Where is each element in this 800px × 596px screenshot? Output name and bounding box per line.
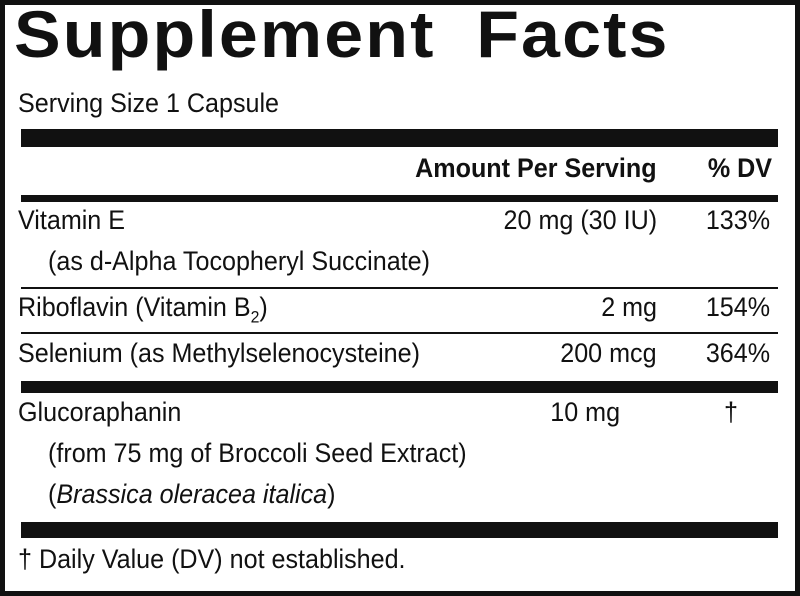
nutrient-dv: 364%	[705, 338, 770, 368]
nutrient-name: Riboflavin (Vitamin B2)	[18, 292, 268, 327]
divider-thin	[21, 332, 778, 334]
nutrient-amount: 2 mg	[601, 292, 657, 322]
nutrient-amount: 200 mcg	[560, 338, 657, 368]
nutrient-name: Selenium (as Methylselenocysteine)	[18, 338, 420, 368]
paren-open: (	[48, 479, 57, 509]
header-amount: Amount Per Serving	[415, 153, 657, 183]
divider-thin	[21, 287, 778, 289]
nutrient-amount: 10 mg	[550, 397, 620, 427]
nutrient-dv: †	[724, 397, 738, 427]
divider-thick	[21, 381, 778, 393]
nutrient-name: Vitamin E	[18, 205, 126, 235]
name-end: )	[259, 292, 268, 322]
divider-medium	[21, 195, 778, 202]
divider-thick	[21, 129, 778, 147]
nutrient-amount: 20 mg (30 IU)	[503, 205, 657, 235]
page-title: Supplement Facts	[14, 0, 670, 71]
nutrient-dv: 154%	[705, 292, 770, 322]
botanical-name: (Brassica oleracea italica)	[48, 479, 336, 510]
footnote: † Daily Value (DV) not established.	[18, 544, 406, 574]
subscript: 2	[250, 307, 260, 327]
nutrient-dv: 133%	[705, 205, 770, 235]
header-dv: % DV	[707, 153, 772, 183]
divider-thick	[21, 522, 778, 538]
serving-size: Serving Size 1 Capsule	[18, 88, 280, 118]
latin-name: Brassica oleracea italica	[56, 479, 328, 509]
name-text: Riboflavin (Vitamin B	[18, 292, 251, 322]
nutrient-source: (from 75 mg of Broccoli Seed Extract)	[48, 438, 467, 468]
nutrient-name: Glucoraphanin	[18, 397, 182, 427]
paren-close: )	[327, 479, 336, 509]
nutrient-source: (as d-Alpha Tocopheryl Succinate)	[48, 246, 430, 276]
